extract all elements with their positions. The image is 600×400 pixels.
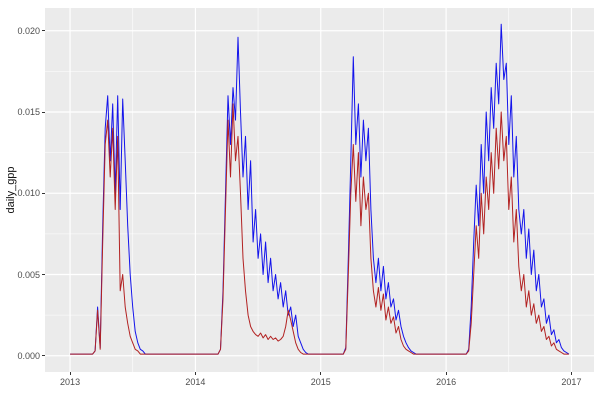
y-tick-label: 0.015 bbox=[17, 107, 40, 117]
x-tick-label: 2017 bbox=[561, 377, 582, 387]
panel-background bbox=[45, 8, 594, 372]
x-tick-mark bbox=[570, 372, 572, 375]
y-tick-mark bbox=[42, 355, 45, 357]
x-tick-label: 2016 bbox=[436, 377, 457, 387]
plot-panel bbox=[45, 8, 594, 372]
x-tick-mark bbox=[320, 372, 322, 375]
x-tick-mark bbox=[194, 372, 196, 375]
y-tick-mark bbox=[42, 30, 45, 32]
x-tick-label: 2015 bbox=[310, 377, 331, 387]
y-tick-label: 0.005 bbox=[17, 269, 40, 280]
y-tick-label: 0.000 bbox=[17, 350, 40, 361]
y-tick-mark bbox=[42, 274, 45, 275]
y-tick-label: 0.020 bbox=[17, 25, 40, 36]
y-tick-mark bbox=[42, 111, 45, 113]
plot-area-svg bbox=[45, 8, 594, 372]
x-tick-label: 2013 bbox=[60, 377, 81, 387]
series-line-red bbox=[70, 103, 569, 355]
y-tick-mark bbox=[42, 192, 45, 194]
x-tick-mark bbox=[69, 372, 71, 375]
x-tick-label: 2014 bbox=[185, 377, 206, 387]
x-tick-mark bbox=[445, 372, 447, 375]
y-tick-label: 0.010 bbox=[17, 188, 40, 199]
